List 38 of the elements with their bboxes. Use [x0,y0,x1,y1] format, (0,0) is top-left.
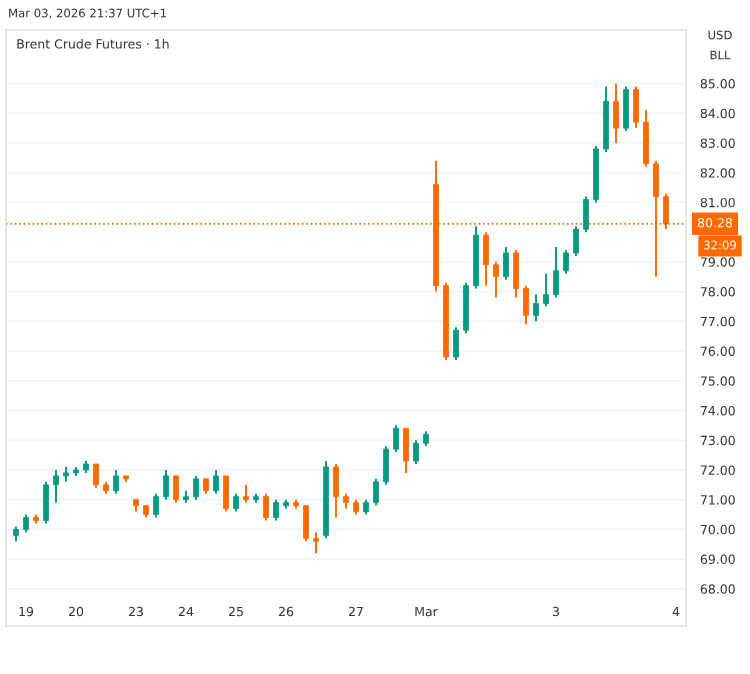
candlestick [643,109,649,168]
candlestick [503,246,509,281]
candlestick [623,85,629,133]
candlestick [513,249,519,299]
candlestick [413,439,419,465]
candlestick [603,85,609,153]
candlestick [563,249,569,275]
candlestick [273,498,279,522]
candlestick [583,195,589,234]
candlestick [193,474,199,501]
candlestick [483,231,489,287]
candlestick [373,477,379,507]
candlestick [493,260,499,299]
candlestick [333,463,339,519]
candlestick [533,293,539,323]
candlestick [553,246,559,299]
candlestick [573,225,579,257]
candlestick [543,272,549,308]
candlestick [403,427,409,474]
candlestick [463,281,469,335]
candlestick [633,85,639,130]
candlestick [53,468,59,504]
candlestick [383,445,389,486]
candlestick [93,463,99,489]
candlestick [113,468,119,495]
candlestick [163,468,169,501]
candlestick [263,492,269,522]
candlestick [223,474,229,513]
candlestick [213,468,219,495]
candlestick [43,480,49,525]
candlestick [153,492,159,519]
candlestick [613,82,619,144]
candlestick [313,531,319,555]
candlestick [393,424,399,454]
candlestick [453,326,459,361]
candlestick [173,474,179,504]
candlestick [523,284,529,326]
candlestick [303,504,309,543]
